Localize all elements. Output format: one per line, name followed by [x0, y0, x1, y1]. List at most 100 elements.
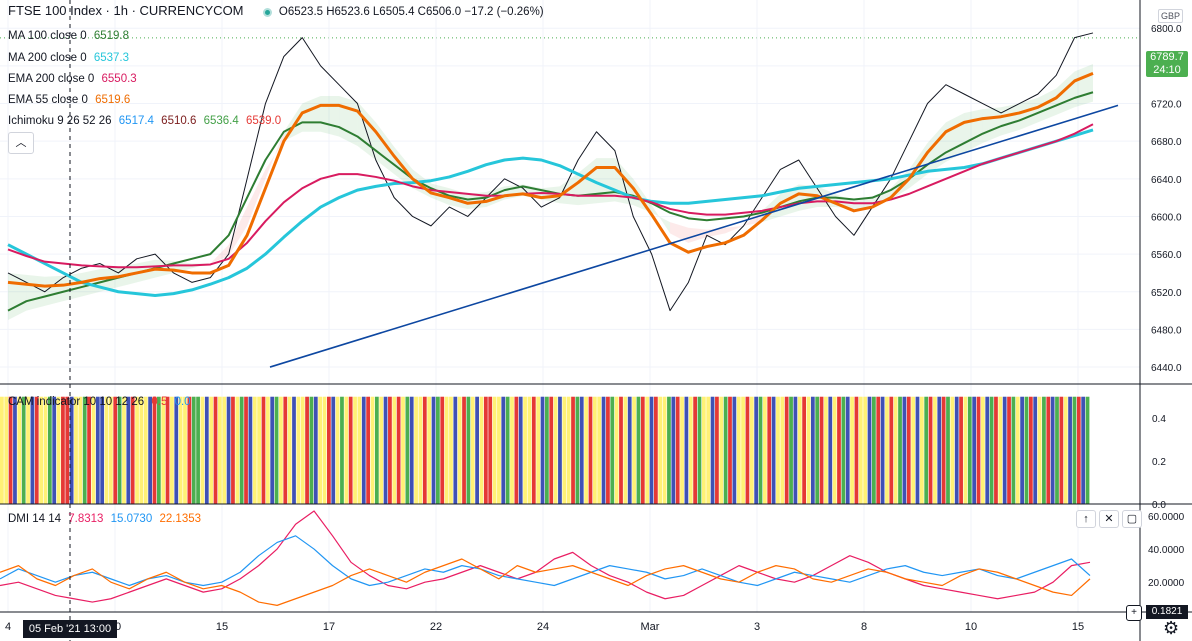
cam-bar	[47, 396, 52, 504]
cam-bar	[597, 396, 602, 504]
cam-bar	[1085, 396, 1090, 504]
cam-bar	[933, 396, 937, 504]
cam-bar	[906, 396, 911, 504]
cam-bar	[39, 396, 43, 504]
cam-bar	[52, 396, 57, 504]
cam-bar	[300, 396, 305, 504]
cam-bar	[954, 396, 959, 504]
cam-bar	[841, 396, 846, 504]
cam-bar	[1050, 396, 1055, 504]
cam-bar	[91, 396, 96, 504]
cam-bar	[483, 396, 488, 504]
cam-bar	[771, 396, 776, 504]
cam-bar	[1063, 396, 1068, 504]
cam-bar	[745, 396, 750, 504]
cam-bar	[261, 396, 266, 504]
symbol-title[interactable]: FTSE 100 Index · 1h · CURRENCYCOM	[8, 3, 244, 18]
indicator-settings-button[interactable]: +	[1126, 605, 1142, 621]
cloud-segment	[339, 96, 358, 146]
chart-header: FTSE 100 Index · 1h · CURRENCYCOM O6523.…	[8, 4, 548, 19]
cam-bar	[802, 396, 806, 504]
y-tick-label: 6680.0	[1151, 137, 1182, 148]
cam-bar	[8, 396, 13, 504]
collapse-legend-button[interactable]: ︿	[8, 132, 34, 154]
cam-bar	[239, 396, 244, 504]
cam-bar	[209, 396, 214, 504]
x-tick-label: 17	[323, 621, 335, 633]
cam-bar	[122, 396, 126, 504]
dmi-y-tick-label: 20.0000	[1148, 578, 1185, 589]
legend-cam[interactable]: CAM indicator 10 10 12 26 0.5 0.0	[8, 395, 195, 409]
move-pane-up-button[interactable]: ↑	[1076, 510, 1096, 528]
cam-bar	[562, 396, 567, 504]
cam-bar	[492, 396, 497, 504]
x-tick-label: 4	[5, 621, 11, 633]
cam-bar	[540, 396, 545, 504]
cam-bar	[893, 396, 898, 504]
cam-bar	[422, 396, 427, 504]
legend-ichimoku[interactable]: Ichimoku 9 26 52 26 6517.4 6510.6 6536.4…	[8, 114, 285, 128]
cam-bar	[937, 396, 942, 504]
cam-bar	[409, 396, 414, 504]
cam-bar	[117, 396, 122, 504]
cam-bar	[680, 396, 684, 504]
cam-bar	[719, 396, 724, 504]
cam-bar	[667, 396, 671, 504]
cam-bar	[963, 396, 968, 504]
x-tick-label: 8	[861, 621, 867, 633]
chevron-up-icon: ︿	[15, 137, 27, 149]
cam-bar	[815, 396, 820, 504]
cloud-segment	[302, 96, 321, 132]
cam-bar	[383, 396, 388, 504]
cam-bar	[1059, 396, 1064, 504]
cam-bar	[453, 396, 458, 504]
cam-y-tick-label: 0.2	[1152, 457, 1166, 468]
cam-bar	[1042, 396, 1046, 504]
cam-bar	[632, 396, 636, 504]
cloud-segment	[228, 207, 248, 256]
cam-bar	[440, 396, 445, 504]
cam-bar	[235, 396, 240, 504]
cam-bar	[776, 396, 780, 504]
cam-bar	[431, 396, 436, 504]
cam-bar	[436, 396, 440, 504]
legend-dmi[interactable]: DMI 14 14 7.8313 15.0730 22.1353	[8, 512, 205, 526]
cam-bar	[645, 396, 650, 504]
cloud-segment	[1037, 88, 1057, 123]
legend-ema55[interactable]: EMA 55 close 0 6519.6	[8, 93, 134, 107]
y-tick-label: 6480.0	[1151, 325, 1182, 336]
cam-bar	[824, 396, 828, 504]
cam-bar	[69, 396, 74, 504]
cam-bar	[488, 396, 493, 504]
legend-ma100[interactable]: MA 100 close 0 6519.8	[8, 29, 133, 43]
cam-bar	[200, 396, 205, 504]
cam-bar	[640, 396, 645, 504]
plus-icon: +	[1131, 607, 1137, 618]
cam-bar	[462, 396, 466, 504]
cam-bar	[265, 396, 270, 504]
cloud-segment	[1001, 103, 1020, 136]
cam-bar	[715, 396, 719, 504]
cam-bar	[959, 396, 963, 504]
close-pane-button[interactable]: ✕	[1099, 510, 1119, 528]
currency-badge[interactable]: GBP	[1158, 9, 1184, 23]
dmi--di	[0, 535, 1091, 587]
cloud-segment	[633, 178, 652, 213]
cam-bar	[43, 396, 48, 504]
cam-bar	[1055, 396, 1059, 504]
cam-bar	[283, 396, 288, 504]
cam-bar	[396, 396, 401, 504]
cam-bar	[941, 396, 946, 504]
cam-bar	[749, 396, 754, 504]
legend-ma200[interactable]: MA 200 close 0 6537.3	[8, 51, 133, 65]
cam-bar	[505, 396, 510, 504]
x-tick-label: Mar	[641, 621, 660, 633]
cam-bar	[627, 396, 632, 504]
legend-ema200[interactable]: EMA 200 close 0 6550.3	[8, 72, 141, 86]
maximize-pane-button[interactable]: ▢	[1122, 510, 1142, 528]
cam-bar	[204, 396, 209, 504]
maximize-icon: ▢	[1126, 513, 1138, 525]
gear-icon[interactable]: ⚙	[1163, 618, 1180, 638]
cam-bar	[74, 396, 78, 504]
cam-bar	[322, 396, 327, 504]
